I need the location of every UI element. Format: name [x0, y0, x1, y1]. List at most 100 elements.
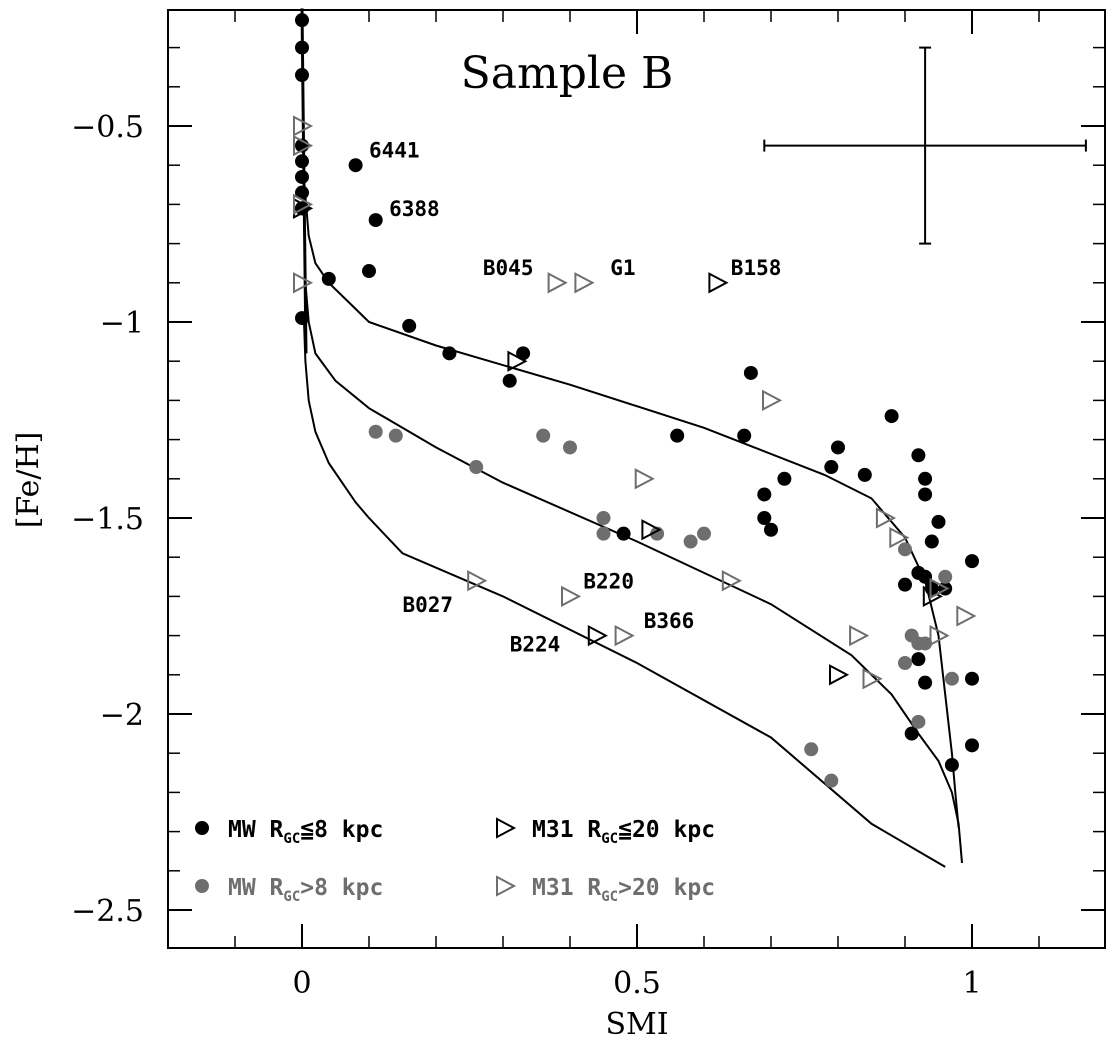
data-points [293, 13, 979, 788]
data-point [922, 585, 943, 608]
model-curve-middle [304, 282, 963, 864]
legend-entry: MW RGC>8 kpc [195, 875, 383, 905]
data-point [502, 373, 517, 388]
data-point [757, 511, 772, 525]
data-point [918, 569, 933, 584]
annotations: 6441 6388 B045 G1 B158 B027 B220 B366 B224 [369, 138, 781, 656]
point-label: B220 [583, 570, 634, 594]
model-line-vertical [300, 8, 308, 354]
x-axis-title: SMI [605, 1007, 668, 1042]
data-point [884, 409, 899, 424]
data-point [295, 169, 309, 184]
data-point [596, 511, 611, 525]
data-point [911, 714, 926, 729]
data-point [931, 514, 946, 529]
data-point [924, 581, 939, 596]
data-point [764, 522, 778, 537]
data-point [295, 13, 309, 28]
legend-entry: M31 RGC>20 kpc [496, 875, 715, 905]
data-point [295, 40, 309, 55]
data-point [547, 272, 568, 294]
x-tick-label: 1 [962, 966, 981, 1001]
data-point [918, 471, 933, 486]
data-point [965, 671, 979, 686]
data-point [293, 134, 314, 157]
data-point [295, 68, 309, 83]
legend-label: M31 RGC≦20 kpc [532, 817, 715, 847]
data-point [721, 570, 742, 592]
legend: MW RGC≦8 kpc M31 RGC≦20 kpc MW RGC>8 kpc M3… [195, 817, 715, 905]
data-point [536, 428, 551, 443]
series-1 [368, 424, 959, 788]
data-point [293, 115, 314, 137]
data-point [683, 534, 698, 549]
data-point [929, 624, 950, 647]
data-point [516, 346, 531, 361]
data-point [321, 271, 336, 286]
data-point [743, 365, 758, 380]
point-label: B224 [510, 632, 561, 656]
data-point [295, 154, 309, 169]
data-point [708, 272, 729, 294]
data-point [944, 757, 959, 772]
data-point [929, 577, 950, 600]
data-point [757, 487, 772, 502]
model-curve-upper [304, 196, 960, 828]
y-axis-title: [Fe/H] [11, 432, 46, 529]
data-point [507, 350, 528, 372]
x-tick-label: 0.5 [613, 966, 661, 1001]
data-point [295, 311, 309, 326]
series-3 [293, 115, 977, 690]
point-label: 6388 [389, 197, 440, 221]
data-point [918, 636, 933, 651]
data-point [944, 671, 959, 686]
y-tick-label: −1.5 [71, 502, 144, 537]
data-point [898, 656, 912, 671]
data-point [777, 471, 792, 486]
legend-label: M31 RGC>20 kpc [532, 875, 715, 905]
data-point [824, 773, 839, 788]
data-point [368, 213, 383, 228]
data-point [804, 742, 819, 757]
chart-ticks: 0 0.5 1 −0.5 −1 −1.5 −2 −2.5 [71, 10, 1105, 1001]
data-point [831, 440, 845, 455]
point-label: B158 [731, 256, 782, 280]
data-point [467, 570, 488, 592]
data-point [348, 158, 363, 173]
point-label: B366 [644, 609, 695, 633]
data-point [402, 318, 417, 333]
y-tick-label: −2.5 [71, 894, 144, 929]
data-point [911, 652, 926, 667]
data-point [469, 460, 484, 475]
data-point [295, 185, 309, 200]
data-point [641, 519, 662, 541]
data-point [442, 346, 457, 361]
data-point [293, 272, 314, 294]
x-tick-label: 0 [292, 966, 311, 1001]
data-point [824, 460, 839, 475]
plot-frame [167, 9, 1106, 949]
legend-marker [195, 821, 209, 835]
data-point [737, 428, 752, 443]
point-label: B027 [403, 593, 454, 617]
model-curve-lower [303, 321, 946, 868]
data-point [965, 554, 979, 569]
data-point [563, 440, 577, 455]
data-point [904, 726, 919, 741]
data-point [697, 526, 711, 541]
data-point [918, 675, 933, 690]
data-point [875, 507, 897, 529]
data-point [362, 264, 376, 279]
data-point [918, 487, 933, 502]
data-point [898, 542, 912, 557]
data-point [938, 569, 953, 584]
chart-title: Sample B [461, 48, 674, 99]
point-label: G1 [610, 256, 635, 280]
error-bar [763, 46, 1087, 245]
data-point [924, 534, 939, 549]
data-point [849, 624, 870, 647]
data-point [614, 624, 635, 647]
y-tick-label: −2 [100, 698, 144, 733]
point-label: B045 [483, 256, 534, 280]
